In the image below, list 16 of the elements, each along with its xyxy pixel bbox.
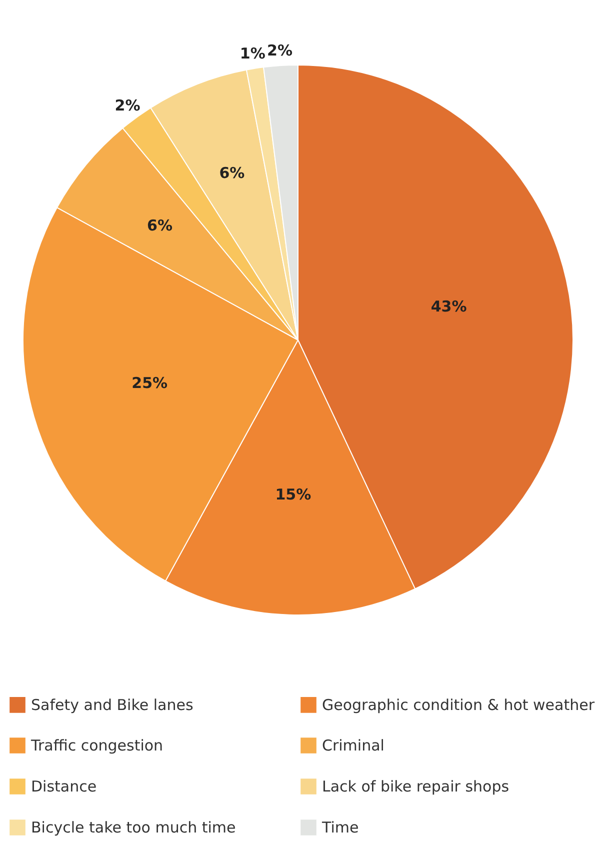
legend-label: Distance <box>31 778 97 796</box>
data-label: 43% <box>430 297 467 316</box>
data-label: 25% <box>132 374 168 392</box>
data-label: 6% <box>147 216 172 235</box>
legend-label: Safety and Bike lanes <box>31 696 194 714</box>
legend-label: Traffic congestion <box>30 736 164 754</box>
legend-label: Lack of bike repair shops <box>322 778 510 796</box>
data-label: 2% <box>114 96 140 114</box>
legend-label: Criminal <box>322 736 384 754</box>
legend-label: Geographic condition & hot weather <box>322 696 596 714</box>
data-label: 15% <box>275 485 312 504</box>
data-label: 1% <box>240 44 266 63</box>
data-label: 6% <box>219 164 245 182</box>
legend-label: Bicycle take too much time <box>31 818 236 836</box>
legend-label: Time <box>321 818 359 836</box>
data-label: 2% <box>267 42 293 60</box>
